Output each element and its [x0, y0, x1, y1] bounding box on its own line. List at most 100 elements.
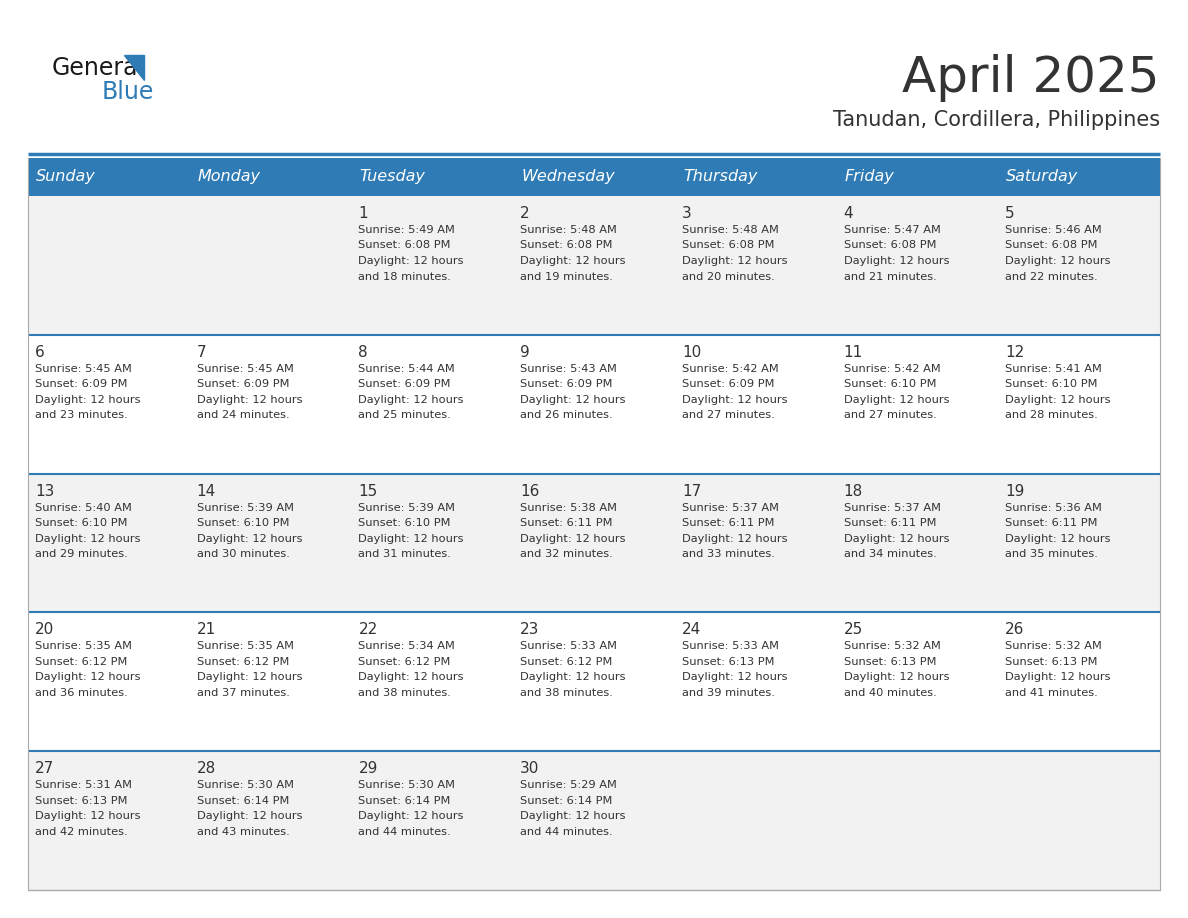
Text: and 20 minutes.: and 20 minutes. [682, 272, 775, 282]
Text: Monday: Monday [197, 170, 260, 185]
Text: 7: 7 [197, 345, 207, 360]
Text: and 44 minutes.: and 44 minutes. [520, 827, 613, 836]
Text: and 44 minutes.: and 44 minutes. [359, 827, 451, 836]
Text: 18: 18 [843, 484, 862, 498]
Text: Sunrise: 5:31 AM: Sunrise: 5:31 AM [34, 780, 132, 790]
Text: Daylight: 12 hours: Daylight: 12 hours [1005, 533, 1111, 543]
Text: 6: 6 [34, 345, 45, 360]
Text: 26: 26 [1005, 622, 1025, 637]
Text: Sunset: 6:08 PM: Sunset: 6:08 PM [682, 241, 775, 251]
Text: and 21 minutes.: and 21 minutes. [843, 272, 936, 282]
Text: Sunset: 6:11 PM: Sunset: 6:11 PM [520, 518, 613, 528]
Text: and 27 minutes.: and 27 minutes. [843, 410, 936, 420]
Text: Sunset: 6:12 PM: Sunset: 6:12 PM [520, 657, 613, 666]
Text: Sunrise: 5:29 AM: Sunrise: 5:29 AM [520, 780, 617, 790]
Bar [352, 158, 513, 196]
Text: Blue: Blue [102, 80, 154, 104]
Text: 21: 21 [197, 622, 216, 637]
Text: Sunrise: 5:42 AM: Sunrise: 5:42 AM [843, 364, 941, 374]
Text: Sunrise: 5:37 AM: Sunrise: 5:37 AM [843, 502, 941, 512]
Text: Sunrise: 5:47 AM: Sunrise: 5:47 AM [843, 225, 941, 235]
Text: Sunset: 6:09 PM: Sunset: 6:09 PM [34, 379, 127, 389]
Text: 15: 15 [359, 484, 378, 498]
Text: Sunset: 6:14 PM: Sunset: 6:14 PM [197, 796, 289, 806]
Text: 12: 12 [1005, 345, 1024, 360]
Text: and 26 minutes.: and 26 minutes. [520, 410, 613, 420]
Text: Sunrise: 5:49 AM: Sunrise: 5:49 AM [359, 225, 455, 235]
Bar [29, 612, 1159, 751]
Bar [29, 335, 1159, 474]
Text: Sunset: 6:11 PM: Sunset: 6:11 PM [843, 518, 936, 528]
Text: Sunset: 6:08 PM: Sunset: 6:08 PM [359, 241, 451, 251]
Text: and 32 minutes.: and 32 minutes. [520, 549, 613, 559]
Text: and 24 minutes.: and 24 minutes. [197, 410, 290, 420]
Text: Daylight: 12 hours: Daylight: 12 hours [520, 256, 626, 266]
Text: Sunset: 6:11 PM: Sunset: 6:11 PM [1005, 518, 1098, 528]
Text: 9: 9 [520, 345, 530, 360]
Text: Daylight: 12 hours: Daylight: 12 hours [197, 672, 302, 682]
Text: 16: 16 [520, 484, 539, 498]
Text: Sunset: 6:13 PM: Sunset: 6:13 PM [34, 796, 127, 806]
Text: and 27 minutes.: and 27 minutes. [682, 410, 775, 420]
Text: 22: 22 [359, 622, 378, 637]
Bar [29, 196, 1159, 335]
Text: 13: 13 [34, 484, 55, 498]
Text: 11: 11 [843, 345, 862, 360]
Text: Sunrise: 5:41 AM: Sunrise: 5:41 AM [1005, 364, 1102, 374]
Text: Daylight: 12 hours: Daylight: 12 hours [34, 812, 140, 822]
Text: Daylight: 12 hours: Daylight: 12 hours [197, 395, 302, 405]
Text: Sunrise: 5:32 AM: Sunrise: 5:32 AM [843, 642, 941, 652]
Text: Daylight: 12 hours: Daylight: 12 hours [843, 256, 949, 266]
Text: Daylight: 12 hours: Daylight: 12 hours [197, 533, 302, 543]
Text: and 31 minutes.: and 31 minutes. [359, 549, 451, 559]
Text: Sunrise: 5:35 AM: Sunrise: 5:35 AM [197, 642, 293, 652]
Text: Tanudan, Cordillera, Philippines: Tanudan, Cordillera, Philippines [833, 110, 1159, 130]
Text: Sunrise: 5:40 AM: Sunrise: 5:40 AM [34, 502, 132, 512]
Text: 1: 1 [359, 206, 368, 221]
Text: and 28 minutes.: and 28 minutes. [1005, 410, 1098, 420]
Text: Sunrise: 5:45 AM: Sunrise: 5:45 AM [34, 364, 132, 374]
Text: Daylight: 12 hours: Daylight: 12 hours [359, 812, 465, 822]
Text: Sunrise: 5:42 AM: Sunrise: 5:42 AM [682, 364, 778, 374]
Text: Sunset: 6:08 PM: Sunset: 6:08 PM [520, 241, 613, 251]
Text: Sunrise: 5:38 AM: Sunrise: 5:38 AM [520, 502, 617, 512]
Text: and 33 minutes.: and 33 minutes. [682, 549, 775, 559]
Text: Sunset: 6:10 PM: Sunset: 6:10 PM [197, 518, 289, 528]
Text: 30: 30 [520, 761, 539, 777]
Text: Sunrise: 5:48 AM: Sunrise: 5:48 AM [520, 225, 617, 235]
Text: 2: 2 [520, 206, 530, 221]
Text: Daylight: 12 hours: Daylight: 12 hours [34, 395, 140, 405]
Text: Daylight: 12 hours: Daylight: 12 hours [359, 672, 465, 682]
Text: Sunrise: 5:30 AM: Sunrise: 5:30 AM [197, 780, 293, 790]
Text: Sunset: 6:09 PM: Sunset: 6:09 PM [197, 379, 289, 389]
Text: and 38 minutes.: and 38 minutes. [359, 688, 451, 698]
Text: and 37 minutes.: and 37 minutes. [197, 688, 290, 698]
Text: 5: 5 [1005, 206, 1015, 221]
Text: 19: 19 [1005, 484, 1025, 498]
Text: 28: 28 [197, 761, 216, 777]
Text: Daylight: 12 hours: Daylight: 12 hours [197, 812, 302, 822]
Text: Daylight: 12 hours: Daylight: 12 hours [843, 672, 949, 682]
Text: Sunrise: 5:33 AM: Sunrise: 5:33 AM [520, 642, 617, 652]
Text: Sunrise: 5:36 AM: Sunrise: 5:36 AM [1005, 502, 1102, 512]
Text: Sunday: Sunday [36, 170, 96, 185]
Text: and 36 minutes.: and 36 minutes. [34, 688, 128, 698]
Text: Daylight: 12 hours: Daylight: 12 hours [682, 533, 788, 543]
Text: and 43 minutes.: and 43 minutes. [197, 827, 290, 836]
Text: Sunrise: 5:39 AM: Sunrise: 5:39 AM [197, 502, 293, 512]
Text: 4: 4 [843, 206, 853, 221]
Text: Daylight: 12 hours: Daylight: 12 hours [520, 395, 626, 405]
Text: Sunset: 6:08 PM: Sunset: 6:08 PM [843, 241, 936, 251]
Text: 27: 27 [34, 761, 55, 777]
Text: and 38 minutes.: and 38 minutes. [520, 688, 613, 698]
Text: and 19 minutes.: and 19 minutes. [520, 272, 613, 282]
Text: and 34 minutes.: and 34 minutes. [843, 549, 936, 559]
Text: Daylight: 12 hours: Daylight: 12 hours [359, 256, 465, 266]
Bar [836, 158, 998, 196]
Text: Sunset: 6:10 PM: Sunset: 6:10 PM [359, 518, 451, 528]
Bar [29, 474, 1159, 612]
Text: Sunrise: 5:48 AM: Sunrise: 5:48 AM [682, 225, 778, 235]
Text: Sunset: 6:10 PM: Sunset: 6:10 PM [843, 379, 936, 389]
Text: Sunrise: 5:45 AM: Sunrise: 5:45 AM [197, 364, 293, 374]
Text: Thursday: Thursday [683, 170, 757, 185]
